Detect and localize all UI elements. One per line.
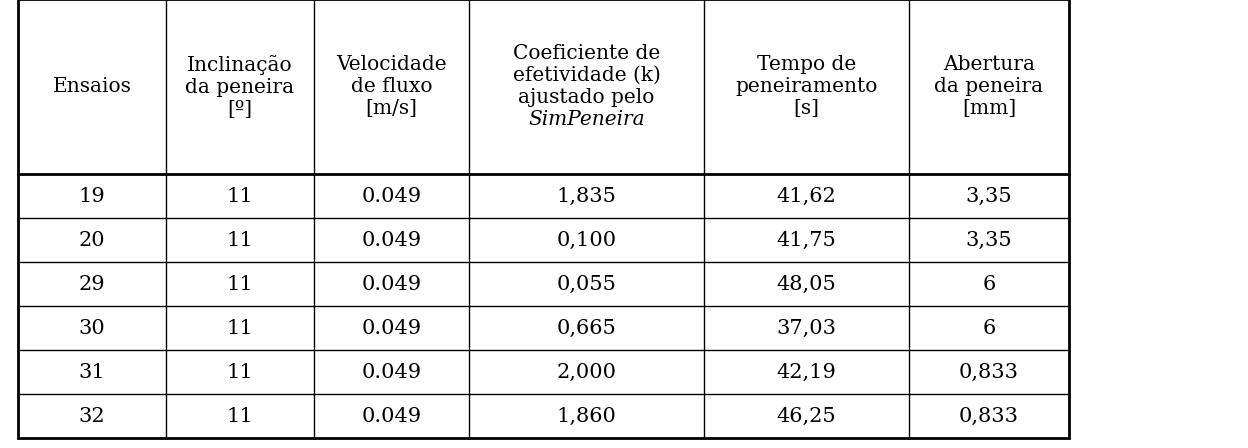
Text: 42,19: 42,19 — [776, 362, 836, 382]
Text: 0.049: 0.049 — [362, 319, 422, 337]
Text: 31: 31 — [79, 362, 105, 382]
Text: 11: 11 — [227, 231, 253, 250]
Text: 11: 11 — [227, 186, 253, 206]
Text: 0,100: 0,100 — [557, 231, 617, 250]
Text: 0.049: 0.049 — [362, 231, 422, 250]
Text: 0.049: 0.049 — [362, 362, 422, 382]
Text: SimPeneira: SimPeneira — [528, 110, 645, 129]
Text: 0.049: 0.049 — [362, 275, 422, 293]
Text: 11: 11 — [227, 406, 253, 426]
Text: Ensaios: Ensaios — [52, 77, 131, 96]
Text: 11: 11 — [227, 319, 253, 337]
Text: Tempo de
peneiramento
[s]: Tempo de peneiramento [s] — [735, 55, 877, 118]
Text: 48,05: 48,05 — [776, 275, 836, 293]
Text: 20: 20 — [79, 231, 105, 250]
Text: 1,835: 1,835 — [557, 186, 617, 206]
Text: 3,35: 3,35 — [966, 231, 1012, 250]
Bar — [17, 0, 1070, 438]
Text: 1,860: 1,860 — [557, 406, 617, 426]
Text: Inclinação
da peneira
[º]: Inclinação da peneira [º] — [186, 55, 295, 119]
Text: 0,833: 0,833 — [958, 362, 1020, 382]
Text: 0,665: 0,665 — [557, 319, 617, 337]
Text: 0,833: 0,833 — [958, 406, 1020, 426]
Text: Velocidade
de fluxo
[m/s]: Velocidade de fluxo [m/s] — [336, 55, 447, 118]
Text: 30: 30 — [79, 319, 105, 337]
Text: 0,055: 0,055 — [557, 275, 617, 293]
Text: ajustado pelo: ajustado pelo — [518, 88, 655, 107]
Text: 37,03: 37,03 — [776, 319, 836, 337]
Text: 11: 11 — [227, 362, 253, 382]
Text: 0.049: 0.049 — [362, 406, 422, 426]
Text: 6: 6 — [982, 319, 996, 337]
Text: 29: 29 — [79, 275, 105, 293]
Text: 46,25: 46,25 — [776, 406, 836, 426]
Text: Abertura
da peneira
[mm]: Abertura da peneira [mm] — [935, 55, 1043, 118]
Text: Coeficiente de: Coeficiente de — [513, 44, 660, 63]
Text: 3,35: 3,35 — [966, 186, 1012, 206]
Text: 6: 6 — [982, 275, 996, 293]
Text: 32: 32 — [79, 406, 105, 426]
Text: 41,75: 41,75 — [776, 231, 836, 250]
Text: 0.049: 0.049 — [362, 186, 422, 206]
Text: 11: 11 — [227, 275, 253, 293]
Text: 2,000: 2,000 — [557, 362, 617, 382]
Text: 19: 19 — [79, 186, 105, 206]
Text: efetividade (k): efetividade (k) — [513, 66, 660, 85]
Text: 41,62: 41,62 — [776, 186, 836, 206]
